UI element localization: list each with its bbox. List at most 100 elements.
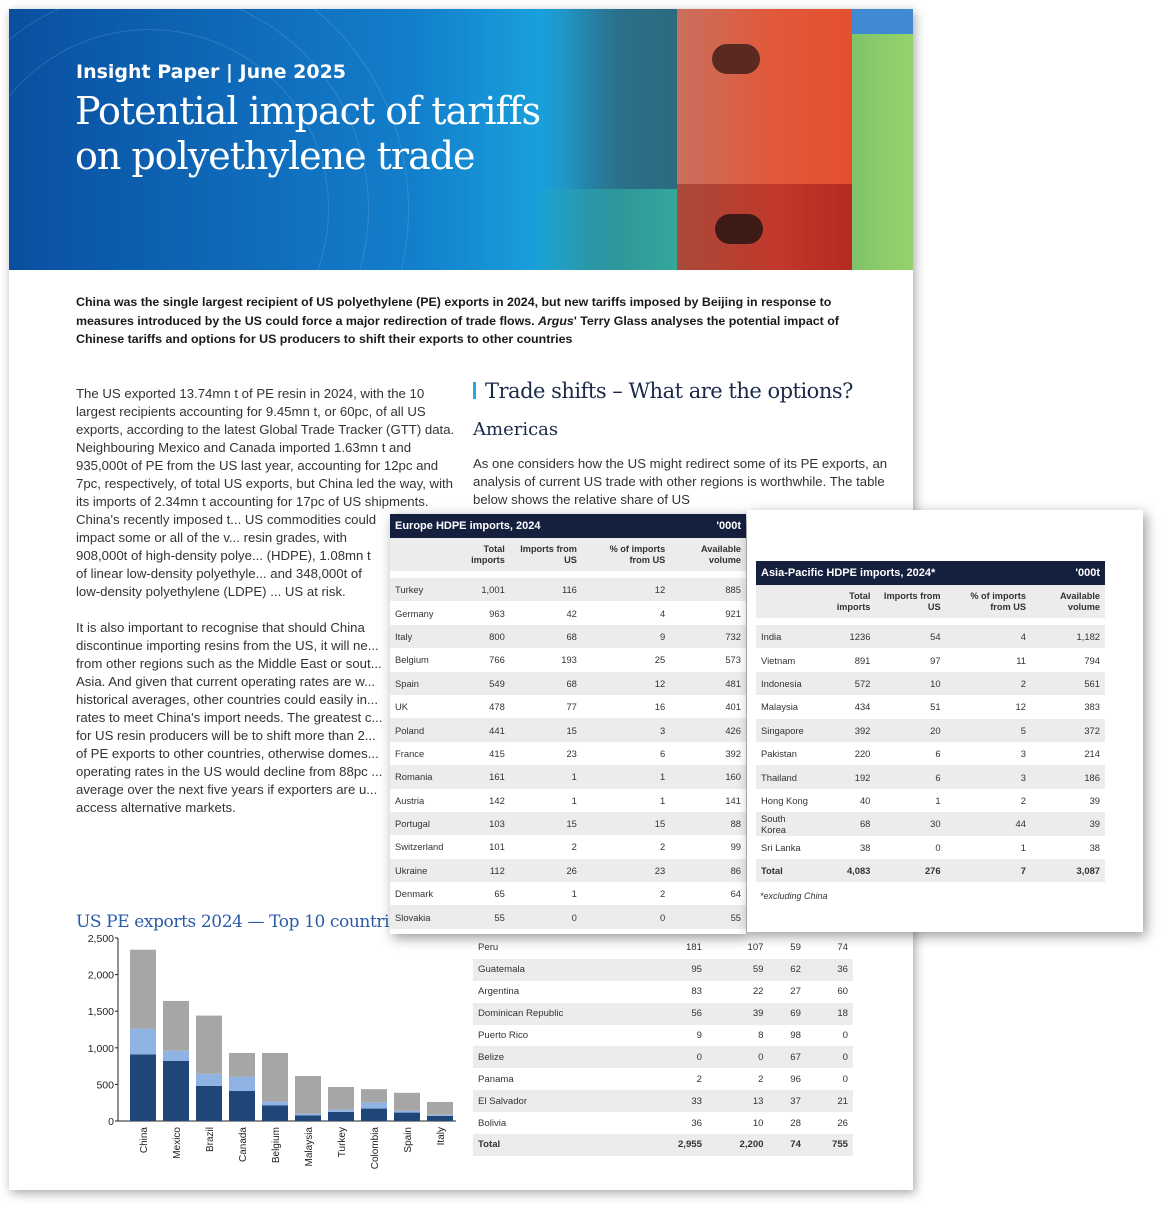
table-cell: 64 xyxy=(730,888,741,900)
table-cell: 1,001 xyxy=(448,578,510,602)
table-row: Argentina 83 22 27 60 xyxy=(473,981,853,1003)
table-cell: 4 xyxy=(660,607,666,619)
bar-segment xyxy=(196,1015,222,1074)
table-cell: 22 xyxy=(752,986,764,998)
table-cell: 794 xyxy=(1084,654,1100,666)
table-cell: 69 xyxy=(768,1002,806,1025)
table-cell: 1 xyxy=(571,888,577,900)
column-header xyxy=(390,538,449,571)
column-header: Available volume xyxy=(670,538,746,571)
table-cell: 0 xyxy=(581,905,671,929)
table-cell: 37 xyxy=(768,1090,806,1113)
table-cell: 10 xyxy=(875,671,946,696)
table-cell: 11 xyxy=(1016,654,1026,666)
bar-segment xyxy=(427,1114,453,1116)
table-cell: 1 xyxy=(571,794,577,806)
table-cell: 40 xyxy=(859,794,871,806)
table-cell: 6 xyxy=(935,748,941,760)
table-row: Belgium 766 193 25 573 xyxy=(390,648,746,671)
column-header: % of imports from US xyxy=(581,538,671,571)
bar-segment xyxy=(262,1052,288,1102)
table-row: Indonesia 572 10 2 561 xyxy=(756,671,1105,696)
bar-segment xyxy=(196,1073,222,1086)
table-cell: 2 xyxy=(660,888,666,900)
table-row: Turkey 1,001 116 12 885 xyxy=(390,578,746,602)
table-row: Germany 963 42 4 921 xyxy=(390,601,746,624)
bar-segment xyxy=(328,1111,354,1121)
europe-table-title: Europe HDPE imports, 2024 xyxy=(390,514,671,538)
y-tick-label: 0 xyxy=(108,1116,114,1128)
table-cell: 4 xyxy=(945,625,1031,649)
table-cell: 141 xyxy=(725,794,741,806)
bar-segment xyxy=(394,1112,420,1121)
country-cell: Malaysia xyxy=(761,701,798,713)
x-tick-label: Italy xyxy=(436,1127,447,1145)
country-cell: Denmark xyxy=(395,888,434,900)
table-cell: 383 xyxy=(1084,701,1100,713)
country-cell: Hong Kong xyxy=(761,794,808,806)
table-cell: 33 xyxy=(645,1090,707,1113)
table-cell: 561 xyxy=(1030,671,1105,696)
table-cell: 2 xyxy=(571,841,577,853)
y-tick-label: 500 xyxy=(96,1079,114,1091)
table-row: Poland 441 15 3 426 xyxy=(390,718,746,742)
table-cell: 9 xyxy=(696,1030,702,1041)
country-cell: South Korea xyxy=(756,812,816,836)
intro-part-1: China was the single largest recipient o… xyxy=(76,295,832,328)
table-cell: 441 xyxy=(448,718,510,742)
table-cell: 101 xyxy=(489,841,505,853)
table-cell: 95 xyxy=(645,958,707,981)
americas-paragraph: As one considers how the US might redire… xyxy=(473,456,888,507)
x-tick-label: Malaysia xyxy=(304,1127,315,1167)
total-cell: 7 xyxy=(945,858,1031,883)
table-cell: 0 xyxy=(706,1046,769,1069)
table-cell: 36 xyxy=(691,1117,702,1129)
x-tick-label: Colombia xyxy=(370,1127,381,1170)
table-cell: 56 xyxy=(645,1002,707,1025)
total-cell: 74 xyxy=(768,1134,806,1156)
x-tick-label: Mexico xyxy=(172,1127,183,1159)
table-cell: 181 xyxy=(685,942,702,954)
total-row: Total 4,083 276 7 3,087 xyxy=(756,858,1105,883)
subheading-americas: Americas xyxy=(473,419,559,440)
table-cell: 44 xyxy=(945,812,1031,836)
total-cell: 4,083 xyxy=(815,858,876,883)
asia-table-unit: '000t xyxy=(1030,561,1105,585)
table-cell: 478 xyxy=(489,701,505,713)
table-cell: 2 xyxy=(945,671,1031,696)
table-cell: 572 xyxy=(815,671,876,696)
table-cell: 18 xyxy=(805,1002,853,1025)
table-row: Sri Lanka 38 0 1 38 xyxy=(756,836,1105,859)
table-cell: 62 xyxy=(768,958,806,981)
crates-photo xyxy=(539,9,913,270)
table-cell: 38 xyxy=(859,841,871,853)
table-cell: 99 xyxy=(730,841,741,853)
table-row: Guatemala 95 59 62 36 xyxy=(473,958,853,981)
europe-table-card: Europe HDPE imports, 2024'000t Total imp… xyxy=(390,514,746,934)
country-cell: Slovakia xyxy=(390,905,449,929)
table-cell: 415 xyxy=(489,747,505,759)
country-cell: Pakistan xyxy=(761,748,797,760)
table-cell: 55 xyxy=(670,905,746,929)
bar-segment xyxy=(229,1052,255,1077)
country-cell: Thailand xyxy=(756,765,816,789)
country-cell: Panama xyxy=(478,1073,514,1085)
table-row: Vietnam 891 97 11 794 xyxy=(756,648,1105,671)
bar-segment xyxy=(394,1092,420,1111)
intro-part-2: ' Terry Glass analyses the potential imp… xyxy=(76,313,839,347)
table-cell: 8 xyxy=(758,1030,764,1041)
table-cell: 26 xyxy=(837,1117,848,1129)
country-cell: Singapore xyxy=(756,718,816,742)
kicker: Insight Paper | June 2025 xyxy=(76,61,347,83)
argus-name: Argus xyxy=(538,313,574,328)
table-cell: 372 xyxy=(1030,718,1105,742)
table-cell: 86 xyxy=(670,858,746,883)
table-row: El Salvador 33 13 37 21 xyxy=(473,1090,853,1113)
table-cell: 10 xyxy=(752,1117,764,1129)
bar-segment xyxy=(229,1090,255,1121)
table-row: Malaysia 434 51 12 383 xyxy=(756,695,1105,718)
x-tick-label: Turkey xyxy=(337,1127,348,1157)
country-cell: Switzerland xyxy=(395,841,444,853)
table-cell: 107 xyxy=(747,942,764,954)
table-cell: 392 xyxy=(815,718,876,742)
